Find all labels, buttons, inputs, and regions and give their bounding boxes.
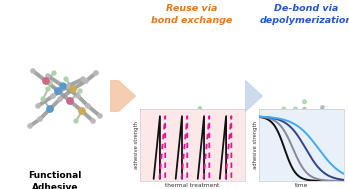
Circle shape — [191, 119, 195, 122]
Circle shape — [98, 114, 102, 118]
Circle shape — [289, 121, 292, 124]
Circle shape — [79, 108, 85, 114]
Y-axis label: adhesive strength: adhesive strength — [134, 121, 139, 169]
Circle shape — [314, 141, 318, 145]
Circle shape — [68, 99, 72, 103]
Circle shape — [213, 121, 216, 124]
Text: Functional
Adhesive
Thermosets: Functional Adhesive Thermosets — [25, 171, 85, 189]
Circle shape — [318, 136, 321, 139]
Circle shape — [36, 104, 40, 108]
Circle shape — [76, 94, 80, 98]
Circle shape — [202, 138, 205, 141]
Circle shape — [212, 120, 217, 125]
Circle shape — [43, 78, 49, 84]
Circle shape — [201, 115, 205, 119]
Circle shape — [46, 87, 50, 91]
Circle shape — [81, 77, 85, 81]
Circle shape — [56, 89, 60, 93]
Circle shape — [48, 107, 52, 111]
FancyArrowPatch shape — [111, 81, 135, 111]
Circle shape — [60, 83, 66, 89]
X-axis label: thermal treatment: thermal treatment — [165, 183, 220, 188]
Circle shape — [61, 84, 65, 88]
Circle shape — [324, 130, 327, 133]
Circle shape — [312, 130, 315, 133]
Circle shape — [282, 107, 285, 111]
Circle shape — [294, 107, 297, 111]
Circle shape — [291, 136, 295, 140]
Circle shape — [55, 88, 61, 94]
Circle shape — [317, 126, 323, 132]
Circle shape — [292, 120, 298, 125]
Circle shape — [80, 109, 84, 113]
Circle shape — [285, 130, 288, 133]
Circle shape — [52, 71, 56, 75]
Circle shape — [201, 114, 206, 119]
Circle shape — [31, 69, 35, 73]
Circle shape — [71, 87, 75, 91]
Circle shape — [305, 139, 309, 142]
X-axis label: time: time — [295, 183, 308, 188]
Circle shape — [44, 79, 48, 83]
Y-axis label: adhesive strength: adhesive strength — [253, 121, 258, 169]
Circle shape — [74, 119, 78, 123]
Circle shape — [46, 74, 50, 78]
Circle shape — [224, 117, 227, 120]
Circle shape — [198, 129, 201, 133]
Circle shape — [41, 97, 45, 101]
Circle shape — [300, 132, 304, 136]
Circle shape — [198, 107, 201, 110]
Circle shape — [303, 107, 306, 111]
Text: Reuse via
bond exchange: Reuse via bond exchange — [151, 4, 233, 25]
Circle shape — [67, 98, 73, 104]
Circle shape — [187, 134, 191, 137]
Circle shape — [280, 116, 284, 120]
Circle shape — [38, 117, 42, 121]
Circle shape — [183, 113, 186, 116]
Circle shape — [325, 121, 329, 124]
Circle shape — [210, 113, 213, 116]
Circle shape — [44, 79, 48, 83]
FancyArrowPatch shape — [246, 81, 262, 111]
Circle shape — [51, 94, 55, 98]
Circle shape — [218, 130, 222, 134]
Circle shape — [28, 124, 32, 128]
Circle shape — [317, 115, 320, 118]
Circle shape — [198, 129, 202, 134]
Circle shape — [94, 71, 98, 75]
Circle shape — [56, 89, 60, 93]
Circle shape — [208, 136, 212, 139]
Circle shape — [70, 86, 76, 92]
Circle shape — [213, 121, 216, 124]
Circle shape — [68, 99, 72, 103]
Circle shape — [47, 106, 53, 112]
Circle shape — [64, 77, 68, 81]
Circle shape — [66, 84, 70, 88]
Circle shape — [202, 115, 205, 118]
Circle shape — [198, 130, 201, 133]
Circle shape — [309, 121, 312, 124]
Circle shape — [321, 106, 324, 109]
Text: De-bond via
depolymerization: De-bond via depolymerization — [259, 4, 349, 25]
Circle shape — [78, 89, 82, 93]
Circle shape — [91, 119, 95, 123]
Circle shape — [71, 87, 75, 91]
Circle shape — [58, 97, 62, 101]
Circle shape — [297, 115, 300, 118]
Circle shape — [303, 100, 306, 104]
Circle shape — [48, 81, 52, 85]
Circle shape — [48, 107, 52, 111]
Circle shape — [80, 109, 84, 113]
Circle shape — [86, 104, 90, 108]
Circle shape — [84, 79, 88, 83]
